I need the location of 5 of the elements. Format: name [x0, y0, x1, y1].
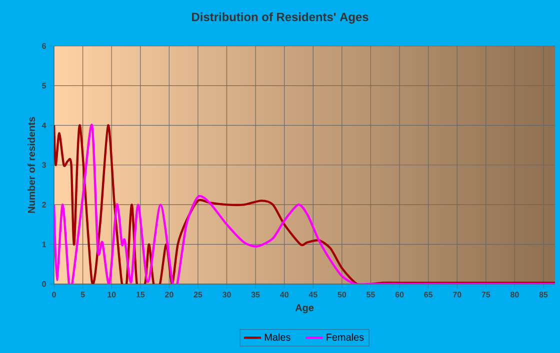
legend-label: Females — [326, 333, 364, 341]
x-axis-title: Age — [295, 304, 314, 314]
legend-label: Males — [264, 333, 290, 341]
y-axis-title: Number of residents — [28, 116, 35, 213]
chart-title: Distribution of Residents' Ages — [192, 12, 368, 24]
